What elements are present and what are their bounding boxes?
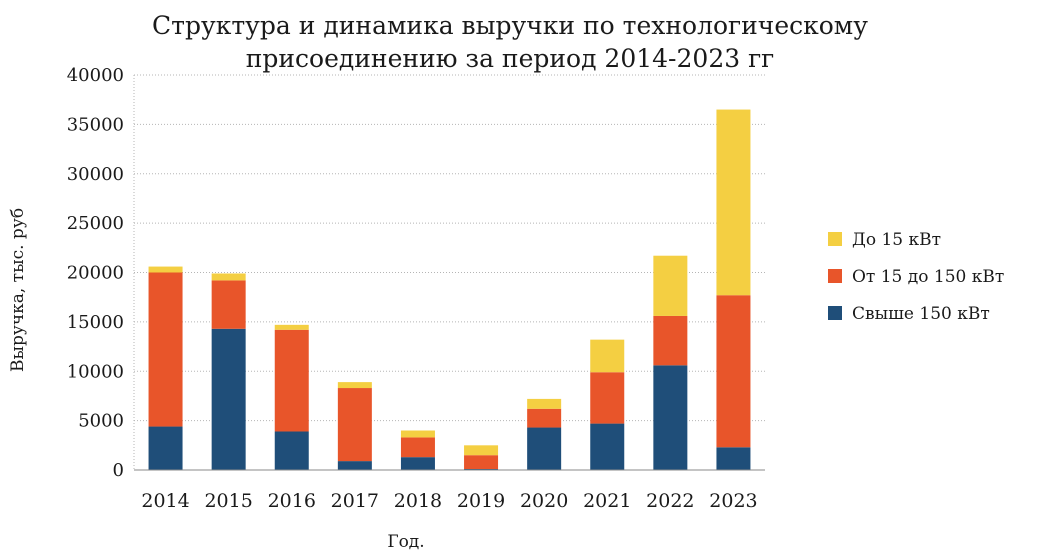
bar-segment: [716, 295, 751, 448]
x-tick-label: 2023: [709, 490, 757, 512]
x-tick-label: 2022: [646, 490, 694, 512]
bar-segment: [716, 447, 751, 470]
x-tick-label: 2016: [268, 490, 316, 512]
legend-swatch: [828, 306, 842, 320]
bar-segment: [211, 328, 246, 470]
bar-segment: [274, 431, 309, 470]
y-tick-label: 10000: [67, 361, 124, 382]
bar-segment: [400, 457, 435, 470]
x-tick-label: 2017: [331, 490, 379, 512]
bar-segment: [400, 430, 435, 438]
bar-segment: [464, 445, 499, 456]
bar-segment: [590, 423, 625, 470]
chart-title: Структура и динамика выручки по технолог…: [152, 11, 868, 73]
bar-segment: [400, 437, 435, 458]
bar-segment: [337, 461, 372, 470]
bar-segment: [464, 455, 499, 470]
bar-segment: [653, 365, 688, 470]
legend: До 15 кВт От 15 до 150 кВт Свыше 150 кВт: [828, 230, 1004, 324]
bar-segment: [337, 388, 372, 462]
bar-segment: [274, 329, 309, 432]
x-tick-label: 2020: [520, 490, 568, 512]
x-tick-label: 2018: [394, 490, 442, 512]
bars: [148, 109, 751, 470]
legend-label: Свыше 150 кВт: [852, 304, 990, 324]
bar-segment: [527, 427, 562, 470]
bar-segment: [274, 324, 309, 330]
y-tick-label: 25000: [67, 213, 124, 234]
x-tick-label: 2014: [141, 490, 189, 512]
chart-title-line-1: Структура и динамика выручки по технолог…: [152, 11, 868, 40]
y-tick-label: 0: [113, 460, 124, 481]
bar-segment: [527, 398, 562, 409]
x-tick-label: 2015: [204, 490, 252, 512]
bar-segment: [148, 272, 183, 427]
legend-label: От 15 до 150 кВт: [852, 267, 1004, 287]
chart-title-line-2: присоединению за период 2014-2023 гг: [246, 44, 775, 73]
bar-segment: [337, 382, 372, 389]
bar-segment: [211, 273, 246, 281]
y-tick-label: 40000: [67, 65, 124, 86]
bar-segment: [653, 255, 688, 316]
legend-swatch: [828, 269, 842, 283]
bar-segment: [590, 372, 625, 424]
x-axis-label: Год.: [387, 532, 424, 552]
legend-swatch: [828, 232, 842, 246]
bar-segment: [716, 109, 751, 296]
y-tick-label: 30000: [67, 164, 124, 185]
x-axis-ticks: 2014 2015 2016 2017 2018 2019 2020 2021 2022 2023: [141, 490, 757, 512]
x-tick-label: 2019: [457, 490, 505, 512]
y-tick-label: 15000: [67, 312, 124, 333]
y-tick-label: 5000: [78, 411, 124, 432]
bar-segment: [653, 315, 688, 366]
bar-segment: [148, 426, 183, 470]
y-axis-label: Выручка, тыс. руб: [8, 208, 28, 372]
legend-label: До 15 кВт: [852, 230, 941, 250]
y-axis-ticks: 0 5000 10000 15000 20000 25000 30000 35000 40000: [67, 65, 124, 481]
y-tick-label: 35000: [67, 114, 124, 135]
bar-segment: [590, 339, 625, 373]
bar-segment: [148, 266, 183, 273]
y-tick-label: 20000: [67, 263, 124, 284]
x-tick-label: 2021: [583, 490, 631, 512]
bar-segment: [211, 280, 246, 329]
bar-segment: [527, 408, 562, 428]
